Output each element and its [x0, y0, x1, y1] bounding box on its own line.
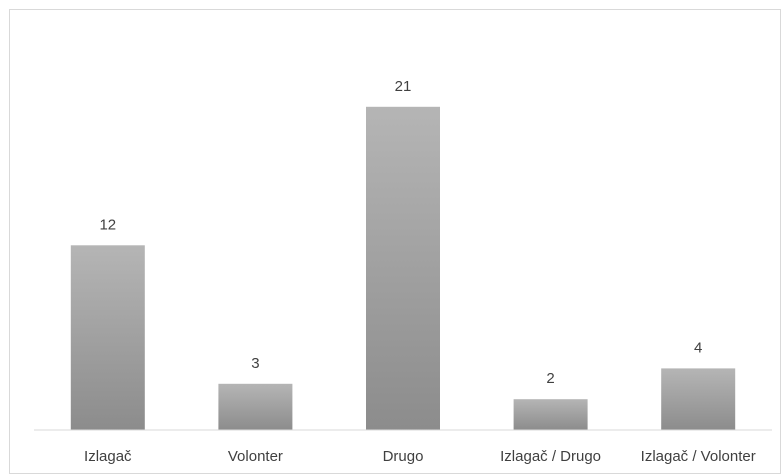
bar-1 — [218, 383, 293, 430]
labels-group: 12 Izlagač 3 Volonter 21 Drugo 2 Izlagač / Drug… — [84, 78, 756, 465]
bars-group — [70, 106, 736, 431]
bar-0 — [70, 245, 145, 430]
x-tick-label-3: Izlagač / Drugo — [500, 448, 601, 465]
x-tick-label-2: Drugo — [383, 448, 424, 465]
bar-4 — [661, 368, 736, 430]
data-label-3: 2 — [546, 370, 554, 387]
bar-2 — [366, 106, 440, 431]
data-label-2: 21 — [395, 78, 412, 95]
x-tick-label-0: Izlagač — [84, 448, 132, 465]
data-label-1: 3 — [251, 355, 259, 372]
x-tick-label-4: Izlagač / Volonter — [641, 448, 756, 465]
data-label-4: 4 — [694, 339, 702, 356]
bar-3 — [513, 399, 588, 430]
data-label-0: 12 — [99, 216, 116, 233]
x-tick-label-1: Volonter — [228, 448, 283, 465]
